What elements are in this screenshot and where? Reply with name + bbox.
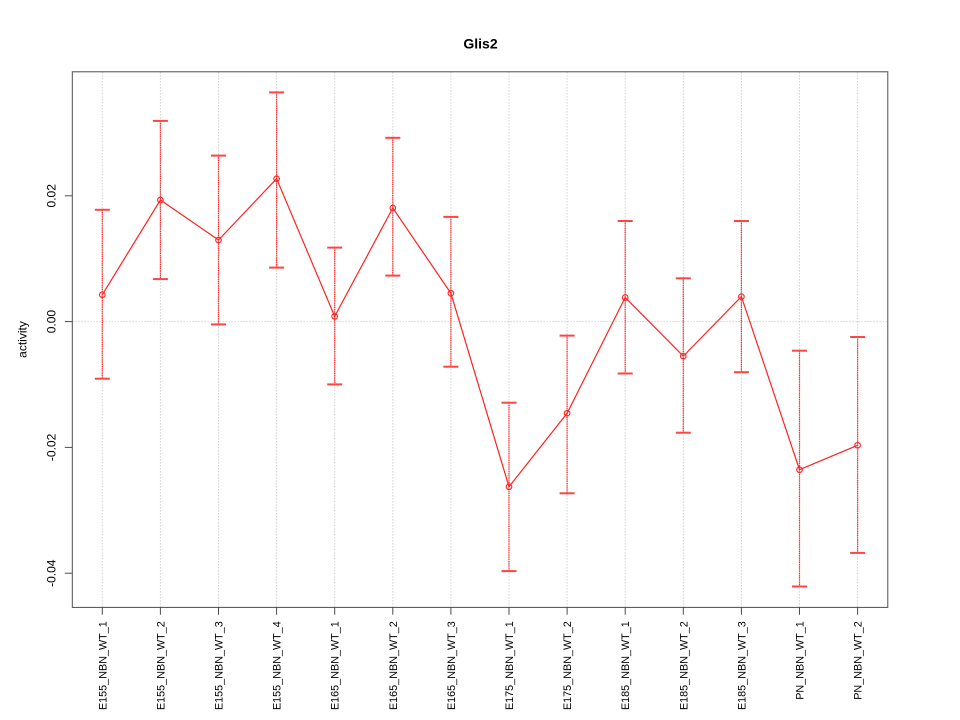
svg-text:-0.02: -0.02 (45, 433, 59, 461)
svg-text:E165_NBN_WT_1: E165_NBN_WT_1 (330, 621, 342, 710)
svg-text:E165_NBN_WT_2: E165_NBN_WT_2 (388, 621, 400, 710)
svg-text:Glis2: Glis2 (463, 36, 497, 52)
svg-text:E175_NBN_WT_1: E175_NBN_WT_1 (504, 621, 516, 710)
svg-text:-0.04: -0.04 (45, 559, 59, 587)
svg-text:E155_NBN_WT_1: E155_NBN_WT_1 (97, 621, 109, 710)
svg-text:0.00: 0.00 (45, 310, 59, 334)
svg-text:E185_NBN_WT_2: E185_NBN_WT_2 (678, 621, 690, 710)
svg-text:PN_NBN_WT_2: PN_NBN_WT_2 (853, 621, 865, 700)
svg-text:E185_NBN_WT_1: E185_NBN_WT_1 (620, 621, 632, 710)
svg-text:E175_NBN_WT_2: E175_NBN_WT_2 (562, 621, 574, 710)
svg-text:E185_NBN_WT_3: E185_NBN_WT_3 (736, 621, 748, 710)
svg-text:E155_NBN_WT_4: E155_NBN_WT_4 (272, 621, 284, 710)
svg-text:PN_NBN_WT_1: PN_NBN_WT_1 (795, 621, 807, 700)
svg-text:E155_NBN_WT_3: E155_NBN_WT_3 (214, 621, 226, 710)
svg-text:E155_NBN_WT_2: E155_NBN_WT_2 (155, 621, 167, 710)
svg-text:E165_NBN_WT_3: E165_NBN_WT_3 (446, 621, 458, 710)
svg-text:activity: activity (16, 321, 30, 358)
svg-text:0.02: 0.02 (45, 184, 59, 208)
